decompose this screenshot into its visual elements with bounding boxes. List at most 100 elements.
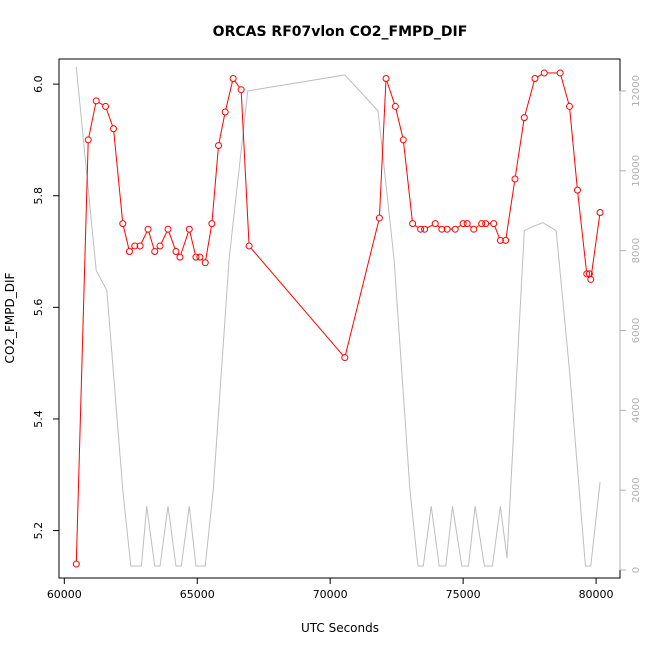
primary-series-segment — [180, 231, 189, 255]
data-point — [192, 253, 200, 261]
primary-series-segment — [395, 109, 404, 138]
primary-series-segment — [386, 81, 395, 104]
primary-series-segment — [524, 81, 535, 115]
data-point — [463, 220, 471, 228]
primary-series-segment — [234, 80, 240, 88]
data-point — [201, 259, 209, 267]
primary-series — [72, 69, 604, 568]
x-tick-label: 60000 — [47, 588, 82, 601]
data-point — [72, 560, 80, 568]
y2-tick-label: 8000 — [631, 238, 642, 263]
primary-series-segment — [106, 109, 113, 127]
primary-series-segment — [427, 224, 433, 229]
data-point — [245, 242, 253, 250]
y2-tick-label: 10000 — [631, 155, 642, 187]
data-point — [421, 225, 429, 233]
data-point — [151, 248, 159, 256]
primary-series-segment — [457, 224, 461, 228]
data-point — [84, 136, 92, 144]
data-point — [540, 69, 548, 77]
data-point — [382, 75, 390, 83]
data-point — [596, 208, 604, 216]
primary-series-segment — [345, 220, 380, 355]
data-point — [110, 125, 118, 133]
primary-series-segment — [537, 74, 542, 78]
data-point — [185, 225, 193, 233]
primary-series-segment — [569, 109, 578, 188]
data-point — [531, 75, 539, 83]
data-point — [502, 236, 510, 244]
primary-series-segment — [494, 226, 500, 238]
plot-frame — [58, 58, 621, 579]
data-point — [409, 220, 417, 228]
primary-series-segment — [475, 224, 480, 228]
data-point — [565, 102, 573, 110]
primary-series-segment — [560, 75, 570, 104]
data-point — [478, 220, 486, 228]
primary-series-segment — [160, 231, 168, 244]
primary-series-segment — [123, 226, 130, 249]
data-point — [119, 220, 127, 228]
data-point — [156, 242, 164, 250]
data-point — [511, 175, 519, 183]
primary-series-segment — [218, 114, 226, 143]
data-point — [208, 220, 216, 228]
data-point — [144, 225, 152, 233]
data-point — [125, 248, 133, 256]
primary-series-segment — [75, 142, 89, 562]
y2-tick-label: 12000 — [631, 75, 642, 107]
data-point — [196, 253, 204, 261]
secondary-series-line — [75, 66, 601, 567]
data-point — [417, 225, 425, 233]
primary-series-segment — [98, 101, 104, 106]
data-point — [172, 248, 180, 256]
x-tick-label: 80000 — [579, 588, 614, 601]
data-point — [136, 242, 144, 250]
data-point — [391, 102, 399, 110]
data-point — [215, 142, 223, 149]
secondary-series — [75, 66, 601, 567]
data-point — [102, 102, 110, 110]
data-point — [176, 253, 184, 261]
primary-series-segment — [379, 81, 387, 216]
data-point — [431, 220, 439, 228]
data-point — [482, 220, 490, 228]
data-point — [229, 75, 237, 83]
primary-series-segment — [414, 224, 419, 228]
primary-series-segment — [205, 226, 212, 260]
y-axis-left: 5.2 5.4 5.6 5.8 6.0 — [32, 75, 60, 540]
x-axis: 60000 65000 70000 75000 80000 — [47, 577, 614, 601]
y-tick-label: 5.8 — [32, 187, 45, 205]
primary-series-segment — [148, 231, 155, 249]
x-tick-label: 75000 — [446, 588, 481, 601]
data-point — [443, 225, 451, 233]
primary-series-segment — [240, 92, 250, 243]
primary-series-segment — [168, 231, 176, 249]
y-tick-label: 5.2 — [32, 522, 45, 540]
primary-series-segment — [211, 148, 219, 221]
x-tick-label: 65000 — [180, 588, 215, 601]
primary-series-segment — [577, 193, 587, 271]
primary-series-segment — [505, 181, 516, 238]
data-point — [92, 97, 100, 105]
y-tick-label: 5.6 — [32, 299, 45, 317]
primary-series-segment — [189, 232, 196, 255]
data-point — [490, 220, 498, 228]
y2-tick-label: 6000 — [631, 318, 642, 343]
data-point — [451, 225, 459, 233]
data-point — [587, 275, 595, 283]
y2-tick-label: 2000 — [631, 477, 642, 502]
x-tick-label: 70000 — [313, 588, 348, 601]
data-point — [520, 114, 528, 122]
y-tick-label: 6.0 — [32, 75, 45, 93]
chart-title: ORCAS RF07vlon CO2_FMPD_DIF — [213, 24, 468, 40]
y-axis-right: 0 2000 4000 6000 8000 10000 12000 — [619, 75, 642, 573]
data-point — [221, 108, 229, 116]
primary-series-segment — [590, 215, 601, 277]
data-point — [496, 236, 504, 244]
primary-series-segment — [250, 247, 344, 356]
data-point — [556, 69, 564, 77]
y2-tick-label: 4000 — [631, 398, 642, 423]
y-tick-label: 5.4 — [32, 410, 45, 428]
